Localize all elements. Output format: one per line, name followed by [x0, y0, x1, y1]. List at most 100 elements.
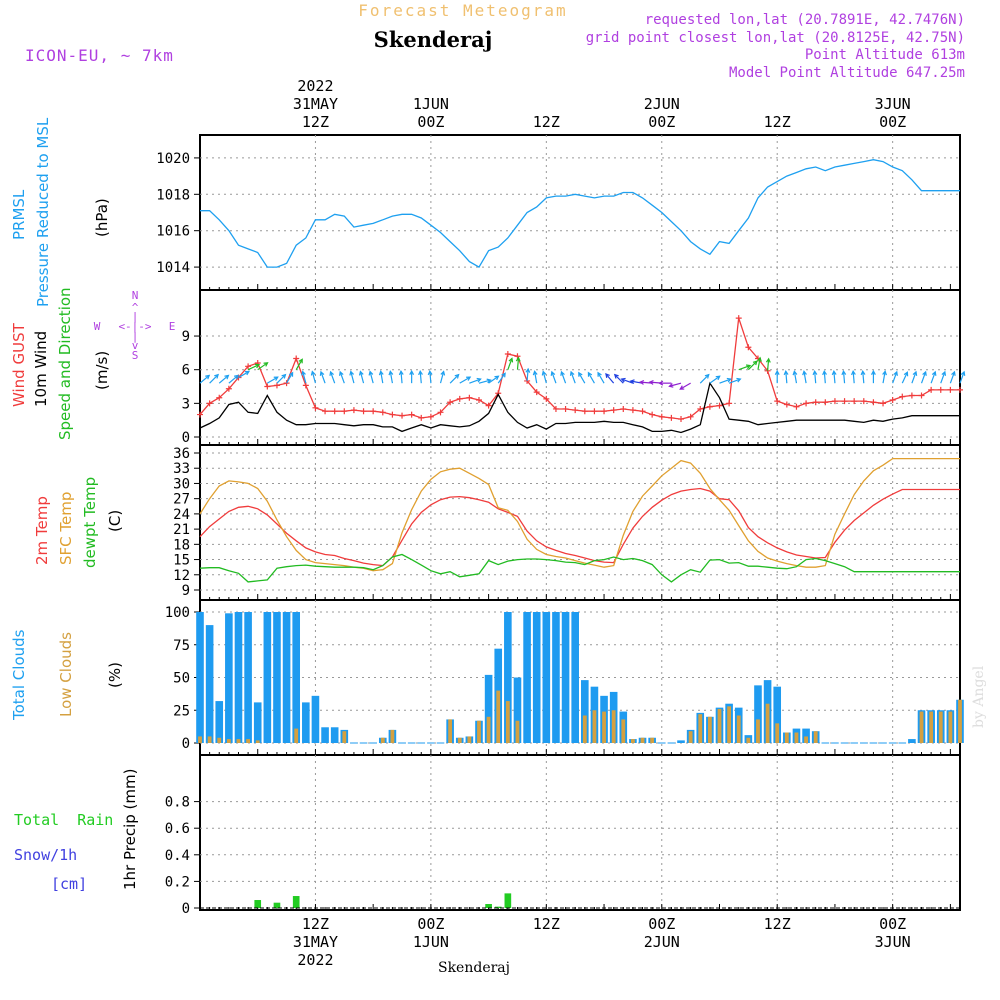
compass-s: S: [132, 349, 139, 362]
y-tick-label: 1020: [156, 151, 190, 167]
wind-arrow: [339, 371, 345, 384]
chart-title: Forecast Meteogram: [358, 1, 567, 20]
compass-bar-down: |: [132, 330, 139, 343]
wind-arrow: [669, 382, 682, 387]
wind-arrow-head: [870, 369, 876, 375]
total-cloud-bar: [581, 680, 589, 743]
total-cloud-bar: [234, 612, 243, 743]
panel-frame: [199, 754, 961, 911]
snow-label: Snow/1h: [14, 846, 77, 864]
wind-arrow: [488, 375, 499, 384]
gust-marker: [812, 399, 819, 406]
wind-arrow: [911, 371, 917, 384]
wind-arrow-head: [301, 370, 306, 376]
location-name: Skenderaj: [374, 27, 493, 52]
wind-arrow-head: [620, 377, 626, 383]
wind-arrow: [507, 358, 513, 370]
total-cloud-bar: [754, 685, 762, 743]
gust-marker: [341, 408, 348, 415]
wind-arrow: [621, 378, 634, 384]
gust-marker: [552, 405, 559, 412]
wind-arrow: [578, 372, 586, 384]
wind-arrow-head: [224, 374, 230, 380]
low-cloud-bar: [919, 711, 924, 743]
gust-marker: [216, 394, 223, 401]
wind-arrow-head: [319, 370, 325, 376]
low-cloud-bar: [515, 720, 520, 743]
top-axis-label: 1JUN: [413, 95, 449, 113]
wind-arrow-head: [525, 367, 531, 373]
low-cloud-bar: [707, 716, 712, 743]
chart-dynamic-layer: 1014101610181020036991215182124273033360…: [156, 77, 966, 969]
gust-marker: [841, 398, 848, 405]
rain-bar: [504, 893, 512, 908]
y-tick-label: 75: [173, 638, 190, 654]
panel-precipitation: 0 0.2 0.4 0.6 0.8: [165, 754, 961, 917]
bottom-axis-label: 00Z: [879, 915, 906, 933]
y-tick-label: 12: [173, 568, 190, 584]
gust-marker: [206, 400, 213, 407]
wind-arrow-head: [349, 370, 355, 376]
low-cloud-bar: [477, 720, 481, 743]
wind-arrow-head: [281, 373, 287, 379]
gust-marker: [389, 411, 396, 418]
wind-arrow-head: [398, 369, 404, 376]
wind-arrow-head: [486, 378, 492, 384]
gust-label: Wind GUST: [10, 322, 28, 407]
low-cloud-bar: [457, 737, 462, 743]
low-cloud-bar: [621, 719, 626, 743]
y-tick-label: 50: [173, 671, 190, 687]
wind-arrow: [526, 368, 529, 381]
gust-marker: [937, 386, 944, 393]
gust-marker: [947, 386, 954, 393]
low-cloud-bar: [765, 703, 770, 743]
wind-arrow-head: [822, 369, 827, 376]
wind-arrow: [369, 371, 374, 384]
low-cloud-bar: [640, 737, 645, 743]
pressure-unit: (hPa): [93, 198, 111, 237]
wind-arrow-head: [501, 372, 506, 378]
gust-marker: [649, 411, 656, 418]
wind-arrow-head: [560, 370, 565, 376]
wind-unit: (m/s): [93, 351, 111, 390]
low-cloud-bar: [813, 731, 818, 743]
wind-arrow-head: [745, 364, 752, 369]
series-line-dewpt-temp: [199, 553, 960, 583]
gridpoint-coords: grid point closest lon,lat (20.8125E, 42…: [586, 30, 965, 46]
total-cloud-bar: [311, 695, 320, 743]
model-altitude: Model Point Altitude 647.25m: [729, 65, 965, 81]
bottom-axis-label: 3JUN: [875, 933, 911, 951]
wind-arrow: [478, 379, 491, 384]
panel-pressure: 1014 1016 1018 1020: [156, 134, 961, 291]
y-tick-label: 36: [173, 446, 190, 462]
wind-arrow-head: [288, 371, 294, 377]
wind-arrow: [330, 371, 336, 384]
gust-marker: [880, 400, 887, 407]
gust-marker: [456, 395, 463, 402]
gust-marker: [591, 408, 598, 415]
gust-marker: [350, 407, 357, 414]
total-cloud-bar: [302, 702, 310, 743]
y-tick-label: 6: [182, 363, 190, 379]
snow-unit: [cm]: [51, 875, 87, 893]
wind-arrow: [940, 371, 946, 384]
bottom-axis-label: 00Z: [417, 915, 444, 933]
wind-arrow-head: [339, 370, 344, 376]
gust-marker: [658, 413, 665, 420]
wind-arrow-head: [578, 371, 583, 377]
gust-marker: [283, 380, 290, 387]
wind-arrow-head: [378, 370, 384, 376]
wind-arrow-head: [903, 371, 909, 377]
top-axis-label: 2022: [297, 77, 333, 95]
gust-marker: [716, 402, 723, 409]
wind-arrow: [209, 374, 219, 384]
total-cloud-bar: [773, 686, 782, 743]
precip-panel-labels: Total Rain Snow/1h [cm] 1hr Precip (mm): [14, 769, 139, 893]
direction-label: Speed and Direction: [56, 287, 74, 440]
t2m-label: 2m Temp: [33, 496, 51, 565]
wind-arrow-head: [679, 385, 685, 390]
wind-arrow: [842, 371, 846, 384]
low-cloud-bar: [631, 739, 635, 743]
gust-marker: [312, 404, 319, 411]
low-cloud-bar: [804, 736, 808, 743]
